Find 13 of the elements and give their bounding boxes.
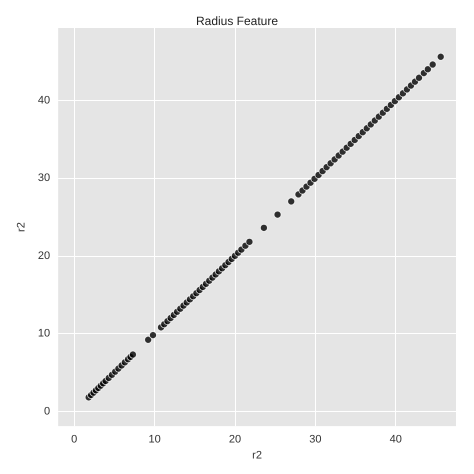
- y-tick-label: 40: [38, 94, 50, 106]
- y-tick-label: 30: [38, 172, 50, 184]
- x-tick-label: 10: [148, 434, 161, 446]
- chart-title: Radius Feature: [196, 14, 278, 28]
- y-tick-label: 0: [44, 405, 50, 418]
- y-tick-label: 20: [38, 250, 50, 262]
- x-tick-label: 20: [228, 434, 242, 446]
- x-tick-label: 30: [309, 434, 322, 446]
- x-tick-label: 40: [390, 434, 402, 446]
- y-axis-title: r2: [16, 222, 28, 232]
- y-tick-label: 10: [38, 328, 50, 340]
- x-axis-title: r2: [252, 450, 262, 462]
- x-tick-label: 0: [71, 434, 78, 446]
